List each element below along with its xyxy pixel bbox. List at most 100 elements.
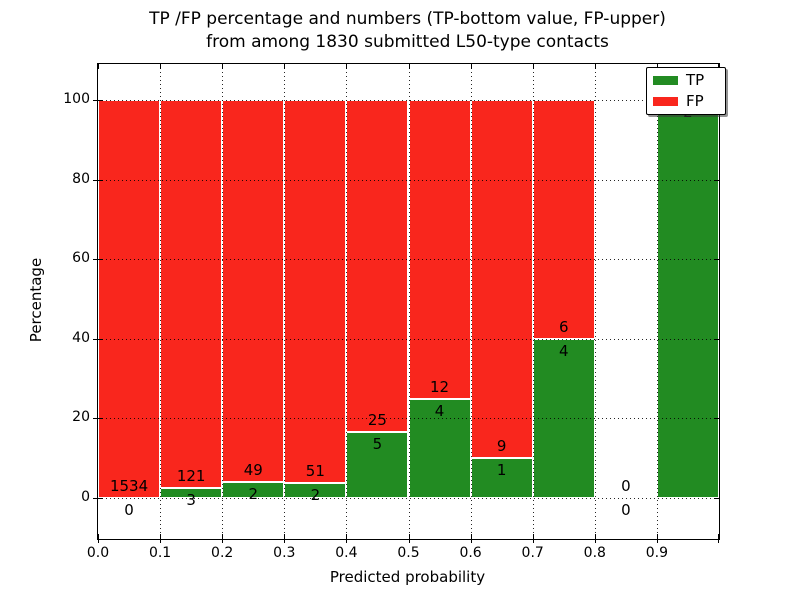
- legend-entry-fp: FP: [653, 94, 719, 109]
- bar-label-tp: 5: [372, 434, 383, 453]
- x-tick-mark: [346, 64, 348, 69]
- y-tick-mark: [714, 418, 719, 420]
- x-tick-label: 0.5: [397, 545, 420, 561]
- plot-area: TP FP 0.0 0.1 0.2 0.3 0.4 0.5 0.6 0.7 0.8 0.9 0 20 4…: [63, 63, 726, 561]
- tp-color-swatch: [653, 76, 678, 85]
- x-tick-mark: [470, 539, 472, 543]
- bar-segment-fp: [98, 100, 161, 498]
- bar-label-tp: 2: [310, 485, 321, 504]
- bar-label-fp: 121: [176, 467, 206, 486]
- x-tick-mark: [532, 64, 534, 69]
- gridline-v: [346, 64, 348, 539]
- y-tick-mark: [714, 338, 719, 340]
- x-tick-mark: [160, 539, 162, 543]
- x-tick-label: 0.4: [335, 545, 358, 561]
- bar-segment-fp: [470, 100, 533, 459]
- chart-title-line1: TP /FP percentage and numbers (TP-bottom…: [149, 9, 666, 29]
- x-tick-mark: [284, 539, 286, 543]
- x-tick-label: 0.1: [148, 545, 172, 561]
- x-tick-label: 0.2: [211, 545, 234, 561]
- x-tick-mark: [594, 534, 596, 539]
- y-tick-label: 40: [72, 329, 90, 346]
- x-tick-mark: [532, 539, 534, 543]
- x-tick-mark: [656, 539, 658, 543]
- x-tick-mark: [718, 534, 719, 539]
- bar-segment-fp: [408, 100, 471, 399]
- bar-label-fp: 0: [621, 477, 631, 495]
- bar-segment-tp: [408, 398, 471, 498]
- y-tick-mark: [98, 259, 103, 261]
- x-tick-mark: [718, 539, 719, 543]
- y-tick-mark: [93, 100, 97, 101]
- x-tick-label: 0.8: [583, 545, 606, 561]
- y-tick-mark: [93, 259, 97, 261]
- bar-segment-fp: [160, 100, 223, 489]
- x-tick-label: 0.3: [273, 545, 296, 561]
- fp-color-swatch: [653, 97, 678, 106]
- bar-label-tp: 2: [248, 485, 259, 504]
- gridline-v: [594, 64, 596, 539]
- bar-label-tp: 3: [186, 491, 196, 510]
- bar-segment-tp: [470, 458, 533, 498]
- legend: TP FP: [646, 67, 726, 115]
- y-tick-mark: [714, 179, 719, 181]
- bar-segment-tp: [346, 431, 409, 498]
- legend-entry-tp: TP: [653, 73, 719, 88]
- x-tick-mark: [408, 539, 410, 543]
- bar-label-tp: 0: [621, 501, 631, 519]
- gridline-v: [284, 64, 286, 539]
- y-tick-label: 60: [72, 250, 90, 267]
- y-tick-mark: [98, 338, 103, 340]
- y-axis-label: Percentage: [27, 257, 45, 343]
- y-tick-mark: [98, 100, 103, 101]
- x-tick-mark: [656, 534, 658, 539]
- y-tick-mark: [714, 498, 719, 499]
- y-tick-mark: [93, 179, 97, 181]
- x-tick-mark: [160, 64, 162, 69]
- x-tick-mark: [222, 534, 224, 539]
- gridline-v: [532, 64, 534, 539]
- x-tick-mark: [470, 64, 472, 69]
- x-tick-mark: [222, 539, 224, 543]
- bar-segment-fp: [346, 100, 409, 432]
- x-tick-mark: [594, 64, 596, 69]
- x-tick-mark: [222, 64, 224, 69]
- y-tick-label: 20: [72, 409, 90, 426]
- x-tick-label: 0.9: [645, 545, 669, 561]
- gridline-v: [222, 64, 224, 539]
- bar-label-fp: 1534: [109, 477, 149, 495]
- y-tick-mark: [98, 498, 103, 499]
- x-tick-mark: [408, 64, 410, 69]
- x-tick-mark: [346, 534, 348, 539]
- x-tick-label: 0.7: [521, 545, 544, 561]
- bar-label-tp: 1: [496, 461, 507, 480]
- gridline-v: [470, 64, 472, 539]
- y-tick-label: 80: [72, 170, 90, 187]
- bar-label-tp: 0: [124, 501, 134, 519]
- legend-label-tp: TP: [686, 71, 705, 89]
- y-tick-label: 100: [63, 91, 90, 107]
- x-tick-mark: [346, 539, 348, 543]
- y-tick-label: 0: [81, 489, 90, 505]
- bar-label-fp: 51: [305, 461, 325, 480]
- x-tick-mark: [594, 539, 596, 543]
- x-tick-mark: [98, 534, 99, 539]
- x-tick-mark: [98, 539, 99, 543]
- x-tick-mark: [408, 534, 410, 539]
- legend-label-fp: FP: [686, 92, 704, 110]
- bar-label-fp: 12: [430, 377, 450, 396]
- x-tick-mark: [656, 64, 658, 69]
- x-tick-mark: [160, 534, 162, 539]
- gridline-v: [408, 64, 410, 539]
- bar-label-fp: 9: [496, 437, 507, 456]
- gridline-v: [656, 64, 658, 539]
- bar-label-fp: 6: [558, 317, 569, 336]
- x-tick-label: 0.0: [86, 545, 110, 561]
- y-tick-mark: [714, 259, 719, 261]
- bar-segment-fp: [222, 100, 285, 483]
- bar-segment-tp: [656, 100, 719, 498]
- bar-label-fp: 25: [367, 410, 387, 429]
- bar-label-tp: 4: [558, 341, 569, 360]
- x-tick-label: 0.6: [459, 545, 482, 561]
